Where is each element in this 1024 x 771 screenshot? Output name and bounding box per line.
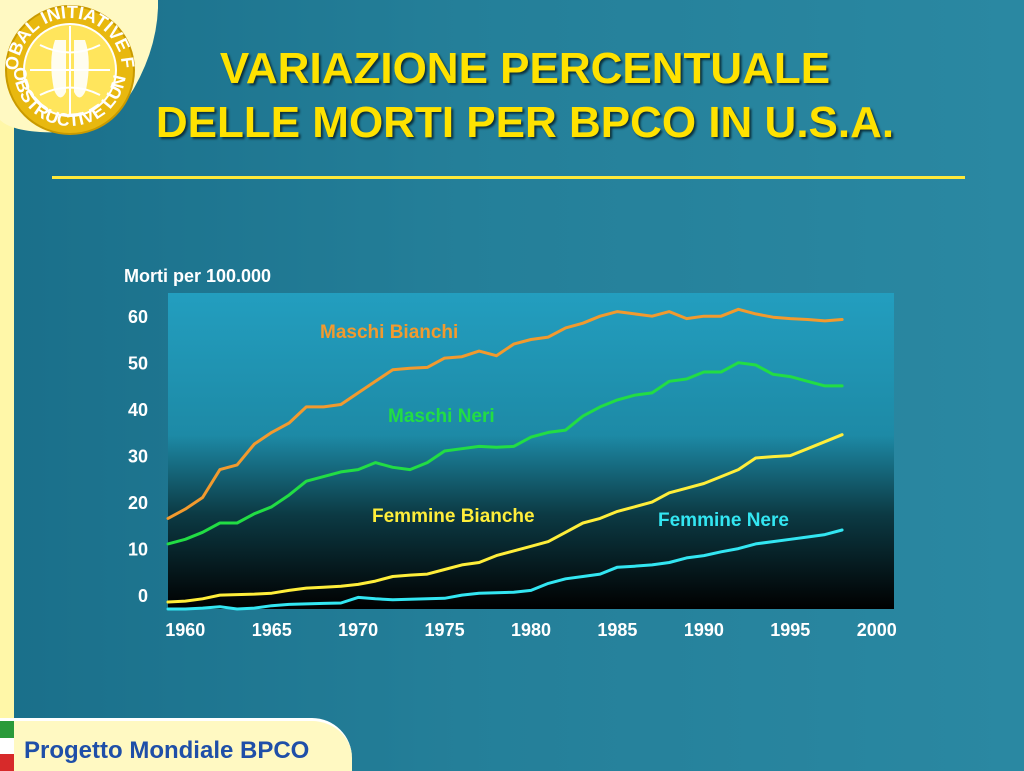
- title-underline: [52, 176, 965, 179]
- series-label-femmine-nere: Femmine Nere: [658, 510, 789, 531]
- y-tick-label: 50: [128, 354, 148, 374]
- x-tick-label: 1990: [684, 620, 724, 640]
- slide-title-line-1: VARIAZIONE PERCENTUALE: [219, 44, 831, 93]
- x-tick-label: 2000: [857, 620, 897, 640]
- y-tick-label: 20: [128, 493, 148, 513]
- left-band: [0, 0, 14, 768]
- y-tick-label: 0: [138, 586, 148, 606]
- series-line-femmine-bianche: [166, 433, 844, 604]
- series-line-maschi-neri: [166, 361, 844, 546]
- x-tick-label: 1985: [597, 620, 637, 640]
- x-tick-label: 1980: [511, 620, 551, 640]
- series-label-maschi-neri: Maschi Neri: [388, 406, 495, 427]
- y-tick-label: 10: [128, 540, 148, 560]
- slide-title: VARIAZIONE PERCENTUALE DELLE MORTI PER B…: [60, 42, 990, 150]
- plot-area: [168, 293, 894, 609]
- y-axis-label: Morti per 100.000: [124, 266, 271, 286]
- y-tick-label: 30: [128, 447, 148, 467]
- series-label-femmine-bianche: Femmine Bianche: [372, 506, 535, 527]
- series-label-maschi-bianchi: Maschi Bianchi: [320, 322, 458, 343]
- x-tick-label: 1975: [425, 620, 465, 640]
- slide-title-line-2: DELLE MORTI PER BPCO IN U.S.A.: [155, 98, 895, 147]
- footer-text: Progetto Mondiale BPCO: [24, 737, 310, 764]
- italian-flag: [0, 721, 14, 771]
- footer-banner: Progetto Mondiale BPCO: [0, 718, 352, 771]
- x-tick-label: 1970: [338, 620, 378, 640]
- x-tick-label: 1995: [770, 620, 810, 640]
- series-line-maschi-bianchi: [166, 307, 844, 520]
- series-line-femmine-nere: [166, 528, 844, 611]
- y-tick-label: 60: [128, 307, 148, 327]
- gold-logo: GLOBAL INITIATIVE FOR CHRONIC OBSTRUCTIV…: [0, 0, 158, 135]
- x-tick-label: 1960: [165, 620, 205, 640]
- x-tick-label: 1965: [252, 620, 292, 640]
- y-tick-label: 40: [128, 400, 148, 420]
